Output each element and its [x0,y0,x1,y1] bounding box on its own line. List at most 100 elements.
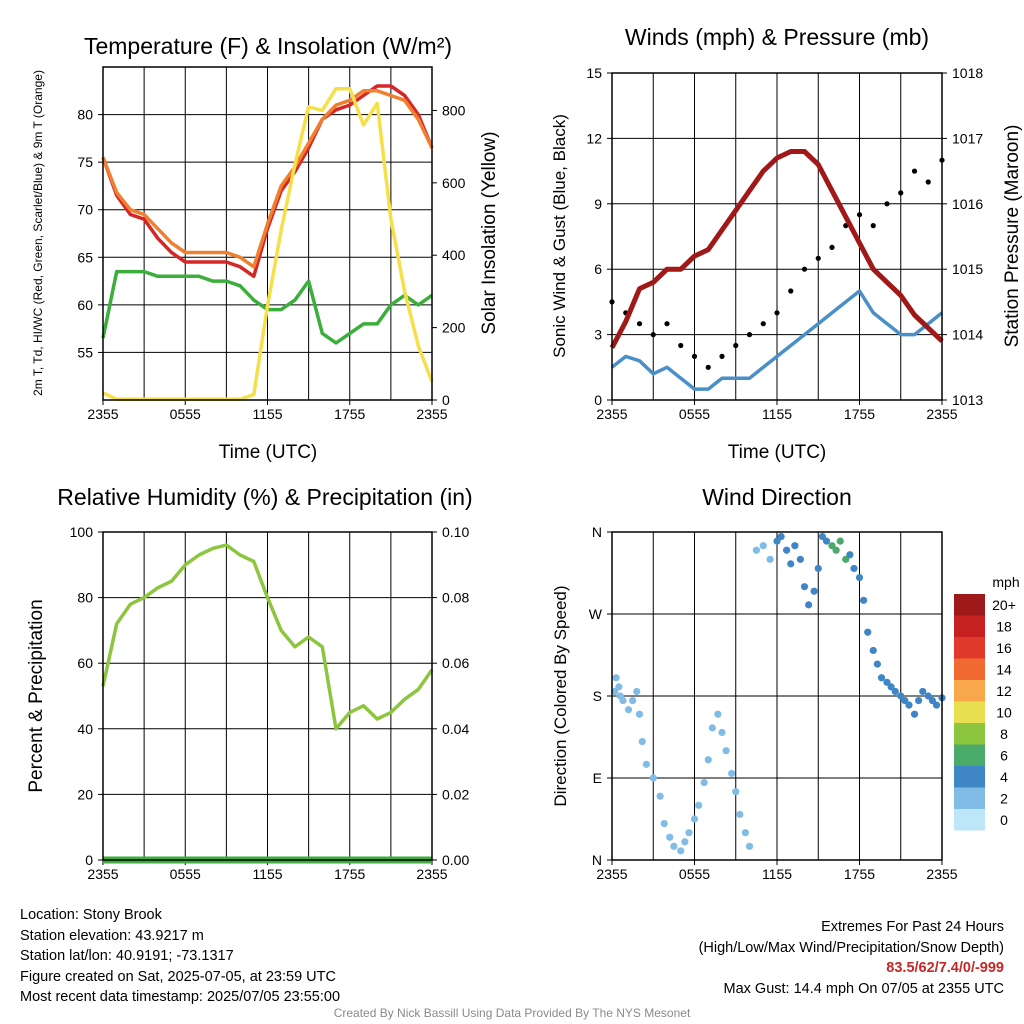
series-line [610,289,944,391]
y-tick-label: E [593,770,602,786]
y2-tick-label: 1014 [952,327,983,343]
direction-point [752,546,760,554]
series-line [609,149,944,349]
x-tick-label: 2355 [416,406,447,422]
x-tick-label: 2355 [87,406,118,422]
legend-label: 12 [996,683,1012,699]
direction-point [850,564,858,573]
direction-point [796,555,804,563]
direction-point [800,583,809,591]
x-tick-label: 0555 [679,866,710,882]
gust-point [746,332,753,338]
y2-tick-label: 0.02 [442,786,469,802]
y-tick-label: 70 [77,202,93,218]
y-tick-label: 65 [77,249,93,265]
direction-point [611,687,619,696]
plot-frame [102,531,433,861]
legend-label: 16 [996,640,1012,656]
y2-tick-label: 0.04 [442,721,469,737]
chart-title: Winds (mph) & Pressure (mb) [625,24,929,50]
x-tick-label: 2355 [926,866,957,882]
gust-point [884,201,890,207]
direction-point [869,646,877,655]
gust-point [650,332,656,338]
y-tick-label: 40 [77,721,93,737]
legend-swatch [954,787,985,809]
direction-point [855,573,864,582]
y-tick-label: 80 [77,107,93,123]
direction-point [722,747,730,755]
legend-label: 0 [1000,812,1008,828]
y-tick-label: N [592,524,602,540]
y2-tick-label: 1017 [952,130,983,146]
x-tick-label: 2355 [87,866,118,882]
y2-tick-label: 1016 [952,196,983,212]
y2-tick-label: 200 [442,320,466,336]
legend-swatch [954,615,985,637]
series-line [101,89,434,269]
y-tick-label: 9 [594,196,602,212]
y-tick-label: 0 [594,392,602,408]
direction-point [822,537,831,545]
legend-label: 20+ [992,597,1016,613]
y-tick-label: 100 [70,524,94,540]
direction-point [805,601,813,609]
legend-label: 10 [996,705,1012,721]
direction-point [877,674,886,682]
gust-point [911,168,918,174]
direction-point [924,692,932,700]
direction-point [745,842,754,850]
x-tick-label: 2355 [926,406,957,422]
y-tick-label: 75 [77,154,93,170]
gust-point [870,223,876,229]
direction-point [732,788,740,796]
direction-point [842,555,850,563]
direction-point [624,706,633,714]
gust-point [788,288,794,294]
y2-tick-label: 1015 [952,261,983,277]
y-axis-label: Sonic Wind & Gust (Blue, Black) [550,114,569,358]
legend-title: mph [992,574,1019,590]
y2-tick-label: 600 [442,175,466,191]
extremes-title: Extremes For Past 24 Hours [821,919,1004,935]
legend-label: 4 [1000,769,1008,785]
plot-frame [611,531,943,861]
y-tick-label: S [593,688,602,704]
legend-swatch [954,744,985,766]
y2-axis-label: Station Pressure (Maroon) [1002,125,1023,348]
y-tick-label: 60 [77,297,93,313]
direction-point [670,842,678,850]
y-tick-label: 15 [586,65,602,81]
direction-point [864,628,872,636]
direction-point [633,687,641,696]
y-axis-label: Direction (Colored By Speed) [551,585,570,806]
direction-point [642,760,650,768]
direction-point [919,687,927,696]
direction-point [629,696,637,705]
direction-point [873,660,881,668]
gust-point [829,244,835,250]
direction-point [891,687,899,696]
direction-point [773,537,781,545]
gust-point [925,179,931,185]
x-tick-label: 0555 [170,866,201,882]
direction-point [901,696,909,705]
direction-point [619,696,627,705]
direction-point [832,546,840,554]
plot-frame [611,72,943,401]
gust-point [733,342,739,349]
direction-point [656,792,664,800]
x-tick-label: 2355 [596,866,627,882]
station-info: Location: Stony Brook Station elevation:… [20,905,340,1008]
legend-label: 14 [996,662,1012,678]
direction-point [932,701,941,709]
x-tick-label: 1155 [762,406,792,422]
direction-point [736,810,744,819]
direction-point [741,829,749,837]
direction-point [728,769,736,778]
y-tick-label: 0 [85,852,93,868]
extremes-subtitle: (High/Low/Max Wind/Precipitation/Snow De… [698,939,1004,956]
y-tick-label: W [589,606,603,622]
y2-tick-label: 400 [442,247,466,263]
